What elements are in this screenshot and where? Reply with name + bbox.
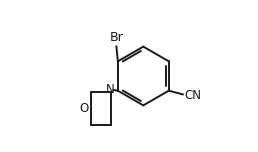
Text: O: O	[79, 102, 89, 115]
Text: Br: Br	[109, 31, 123, 44]
Text: CN: CN	[184, 89, 201, 102]
Text: N: N	[106, 83, 115, 96]
